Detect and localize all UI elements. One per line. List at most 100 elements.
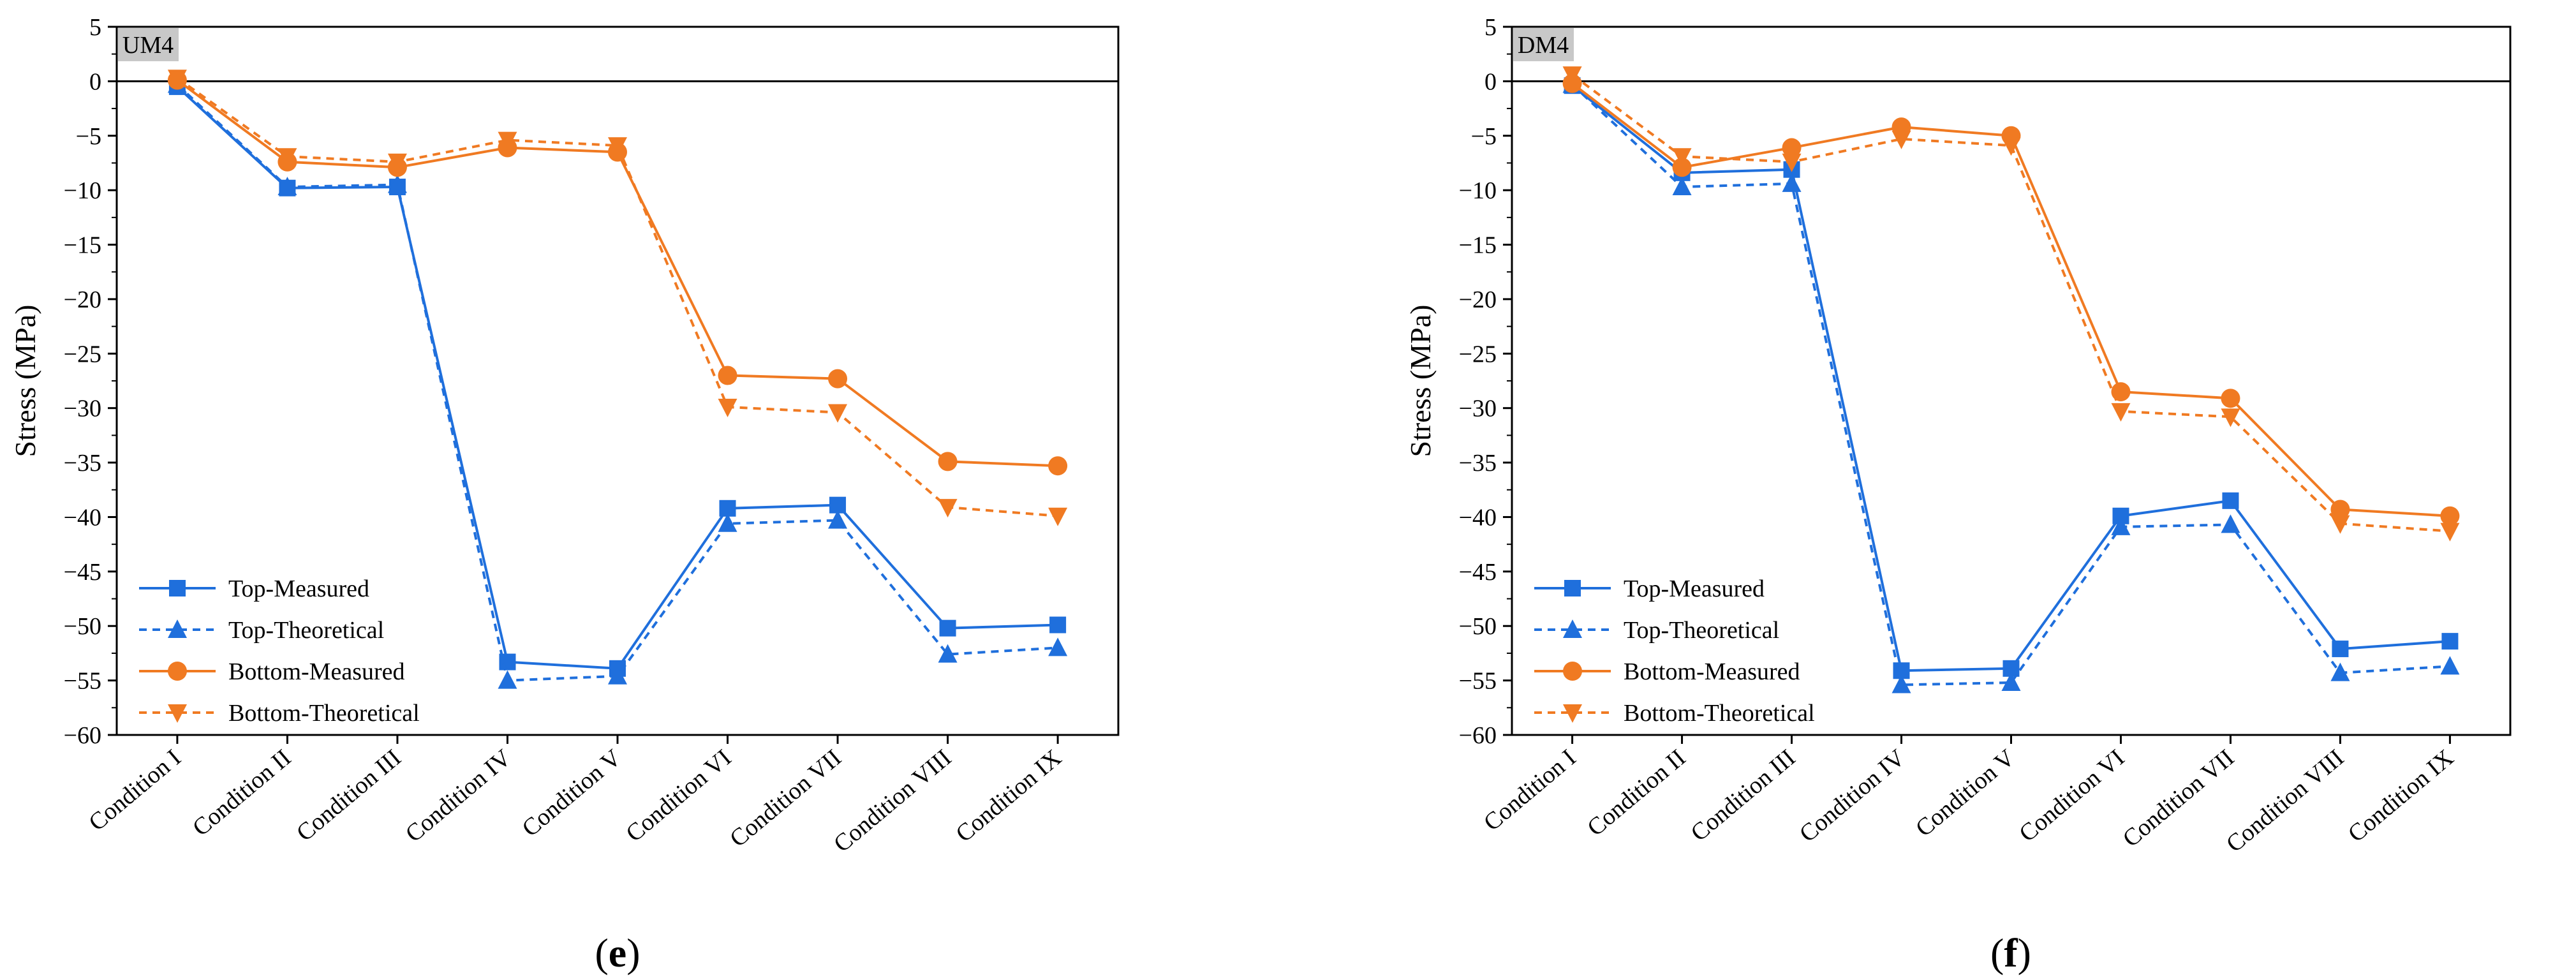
series-bottom-theoretical (167, 70, 1068, 526)
y-tick-label: −35 (1459, 450, 1497, 477)
data-point (1562, 66, 1582, 85)
legend: Top-Measured Top-Theoretical Bottom-Measur… (139, 575, 420, 727)
data-point (1782, 153, 1802, 172)
data-point (1672, 177, 1692, 196)
series-line (1571, 73, 2450, 533)
panel-label: UM4 (122, 32, 174, 59)
data-point (828, 369, 848, 389)
x-tick-label: Condition IV (1795, 744, 1911, 847)
y-tick-label: −10 (64, 177, 101, 204)
series-bottom-measured (167, 70, 1068, 476)
x-tick-label: Condition VII (2118, 745, 2240, 852)
x-tick-label: Condition III (292, 745, 406, 847)
series-line (1571, 84, 2450, 686)
legend-label: Top-Measured (1624, 575, 1765, 602)
y-tick-label: 0 (89, 68, 101, 95)
y-tick-label: −60 (1459, 722, 1497, 749)
y-tick-label: −25 (1459, 341, 1497, 367)
legend-item: Top-Theoretical (139, 617, 384, 644)
legend-item: Top-Measured (139, 575, 369, 602)
y-tick-label: −15 (64, 232, 101, 259)
y-tick-label: −55 (64, 668, 101, 695)
y-tick-label: 5 (1484, 14, 1497, 41)
data-point (718, 366, 737, 385)
data-point (2221, 389, 2240, 408)
x-tick-label: Condition V (1911, 744, 2020, 842)
legend-item: Bottom-Measured (139, 658, 405, 685)
legend-item: Bottom-Measured (1534, 658, 1800, 685)
data-point (2441, 633, 2459, 650)
y-tick-label: −45 (64, 559, 101, 586)
legend-label: Top-Theoretical (228, 617, 384, 644)
legend-marker (169, 580, 186, 596)
legend-item: Top-Measured (1534, 575, 1765, 602)
data-point (2111, 516, 2131, 535)
data-point (1891, 674, 1911, 693)
y-tick-label: −50 (64, 613, 101, 640)
panel-label: DM4 (1518, 32, 1569, 59)
x-tick-label: Condition VI (621, 745, 736, 847)
y-axis-title: Stress (MPa) (9, 305, 41, 457)
panel-caption: (e) (595, 930, 640, 975)
y-tick-label: −15 (1459, 232, 1497, 259)
legend-label: Bottom-Theoretical (1624, 700, 1815, 727)
y-tick-label: −40 (1459, 504, 1497, 531)
data-point (1049, 616, 1067, 633)
data-point (1048, 456, 1068, 476)
data-point (2440, 522, 2460, 542)
panel-label-box (1513, 28, 1574, 61)
data-point (498, 670, 517, 689)
data-point (387, 174, 407, 193)
x-tick-label: Condition I (1479, 745, 1581, 836)
x-tick-label: Condition II (188, 745, 296, 841)
legend-label: Top-Theoretical (1624, 617, 1779, 644)
y-tick-label: −20 (64, 286, 101, 313)
y-tick-label: −20 (1459, 286, 1497, 313)
data-point (1782, 138, 1802, 158)
x-tick-label: Condition III (1686, 745, 1801, 847)
y-tick-label: −30 (64, 396, 101, 422)
data-point (167, 70, 187, 89)
legend-label: Top-Measured (228, 575, 369, 602)
data-point (608, 665, 627, 685)
data-point (2330, 662, 2350, 681)
data-point (2330, 500, 2350, 519)
data-point (2222, 492, 2239, 509)
y-tick-label: −60 (64, 722, 101, 749)
y-tick-label: 5 (89, 14, 101, 41)
y-tick-label: −45 (1459, 559, 1497, 586)
y-tick-label: −5 (76, 123, 101, 150)
data-point (2001, 672, 2021, 692)
legend-item: Bottom-Theoretical (1534, 700, 1815, 727)
data-point (278, 148, 297, 167)
data-point (718, 513, 737, 532)
data-point (828, 510, 848, 529)
data-point (498, 131, 517, 151)
y-tick-label: −55 (1459, 668, 1497, 695)
data-point (608, 137, 627, 156)
x-tick-label: Condition II (1582, 745, 1691, 841)
y-tick-label: −5 (1471, 123, 1497, 150)
data-point (2440, 506, 2460, 526)
legend-marker (168, 619, 187, 638)
chart-panel-2: 5 0 −5 −10 −15 −20 −25 −30 −35 −40 −45 −50 −55 −60 Str… (1404, 14, 2512, 975)
y-axis-title: Stress (MPa) (1404, 305, 1437, 457)
legend-item: Top-Theoretical (1534, 617, 1779, 644)
legend-item: Bottom-Theoretical (139, 700, 420, 727)
chart-panel-1: 5 0 −5 −10 −15 −20 −25 −30 −35 −40 −45 −50 −55 −60 Str… (9, 14, 1120, 975)
x-tick-label: Condition VIII (2221, 745, 2349, 858)
data-point (2001, 137, 2021, 156)
data-point (2221, 514, 2240, 533)
data-point (2330, 515, 2350, 534)
y-tick-label: −35 (64, 450, 101, 477)
legend-marker (1563, 662, 1582, 681)
y-tick-label: −50 (1459, 613, 1497, 640)
x-tick-label: Condition IX (951, 745, 1066, 848)
panel-label-box (118, 28, 179, 61)
data-point (828, 404, 848, 423)
data-point (278, 177, 297, 196)
y-tick-label: −25 (64, 341, 101, 367)
x-tick-label: Condition IV (401, 744, 517, 847)
legend-marker (1564, 580, 1581, 596)
